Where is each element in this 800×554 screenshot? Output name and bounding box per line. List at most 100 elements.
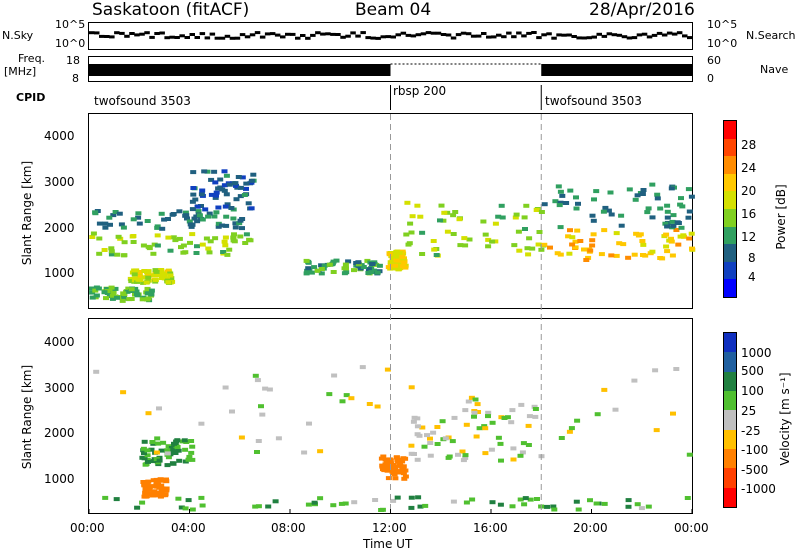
power-cell — [602, 205, 609, 210]
velocity-ytick-4000: 4000 — [44, 335, 75, 349]
power-cell — [144, 291, 151, 296]
power-cell — [168, 276, 175, 281]
noise-mark — [174, 36, 180, 39]
power-cell — [608, 253, 615, 258]
power-cell — [250, 172, 257, 177]
vel-cell — [485, 410, 492, 415]
noise-mark — [114, 31, 120, 35]
power-cell — [226, 182, 233, 187]
power-cell — [686, 236, 693, 241]
vel-cell — [374, 404, 381, 409]
power-cell — [144, 270, 151, 275]
power-cell — [601, 228, 608, 233]
freq-unit: [MHz] — [4, 65, 37, 78]
noise-mark — [194, 36, 200, 39]
colorbar-swatch — [724, 390, 736, 411]
power-cell — [208, 192, 215, 197]
power-cell — [212, 180, 219, 185]
vel-cell — [139, 500, 146, 505]
power-cell — [440, 218, 447, 223]
vel-cell — [156, 406, 162, 411]
vel-cell — [259, 412, 266, 417]
vel-cell — [414, 416, 421, 421]
power-cell — [403, 232, 410, 237]
colorbar-swatch — [724, 279, 736, 297]
power-cell — [189, 232, 196, 237]
vel-cell — [359, 365, 366, 370]
power-cell — [495, 214, 502, 219]
vel-cell — [653, 428, 660, 433]
power-cell — [407, 221, 414, 226]
xtick-0400: 04:00 — [171, 521, 206, 535]
vel-cell — [185, 457, 192, 462]
power-cell — [552, 199, 559, 204]
power-cell — [180, 243, 187, 248]
power-cell — [190, 170, 197, 175]
power-cell — [137, 277, 144, 282]
power-cell — [230, 235, 237, 240]
vel-cell — [222, 385, 229, 390]
power-cell — [613, 231, 620, 236]
power-cell — [326, 262, 333, 267]
power-cell — [395, 267, 402, 272]
xtick-2000: 20:00 — [573, 521, 608, 535]
power-cell — [223, 192, 230, 197]
power-cell — [408, 230, 415, 235]
vel-cell — [120, 390, 127, 395]
power-cell — [219, 187, 226, 192]
power-cell — [203, 236, 210, 241]
vel-cell — [188, 439, 195, 443]
power-cell — [526, 236, 533, 241]
power-cell — [170, 212, 177, 216]
power-cell — [513, 212, 520, 217]
power-cell — [172, 238, 179, 243]
power-cell — [133, 289, 140, 294]
velocity-cbar-tick-m25: -25 — [741, 424, 761, 438]
power-cell — [140, 280, 147, 285]
power-cell — [144, 287, 151, 292]
power-cell — [89, 295, 96, 300]
power-cell — [669, 219, 676, 224]
vel-cell — [497, 441, 504, 446]
power-cell — [170, 235, 177, 240]
vel-cell — [634, 502, 641, 507]
vel-cell — [684, 496, 691, 500]
noise-mark — [204, 36, 211, 40]
noise-mark — [425, 31, 432, 35]
power-cell — [365, 267, 372, 272]
noise-mark — [355, 34, 361, 38]
power-cell — [95, 286, 102, 291]
power-cell — [189, 207, 196, 212]
vel-cell — [411, 452, 417, 456]
velocity-ytick-1000: 1000 — [44, 472, 75, 486]
power-cell — [104, 289, 111, 294]
vel-cell — [252, 504, 259, 509]
power-cell — [688, 231, 695, 236]
power-cell — [631, 252, 638, 257]
noise-mark — [274, 33, 281, 37]
power-cell — [207, 239, 214, 244]
noise-mark — [390, 35, 396, 39]
power-cell — [140, 243, 147, 248]
power-cell — [199, 217, 206, 222]
power-cell — [89, 235, 96, 239]
power-cell — [541, 202, 548, 207]
power-cell — [134, 279, 140, 284]
power-cell — [590, 232, 597, 237]
vel-cell — [498, 458, 504, 463]
power-cell — [212, 195, 219, 200]
power-cell — [148, 288, 155, 293]
power-cell — [224, 202, 231, 207]
power-cbar-tick-24: 24 — [741, 161, 757, 175]
vel-cell — [164, 463, 171, 468]
vel-cell — [182, 447, 189, 452]
nsearch-tick-bottom: 10^0 — [707, 37, 738, 50]
power-cell — [112, 286, 119, 291]
power-cell — [616, 241, 623, 246]
vel-cell — [468, 395, 475, 400]
power-cell — [135, 215, 142, 220]
nave-tick-bottom: 0 — [707, 72, 714, 85]
vel-cell — [154, 436, 161, 441]
power-cell — [598, 252, 605, 257]
vel-cell — [143, 485, 150, 490]
